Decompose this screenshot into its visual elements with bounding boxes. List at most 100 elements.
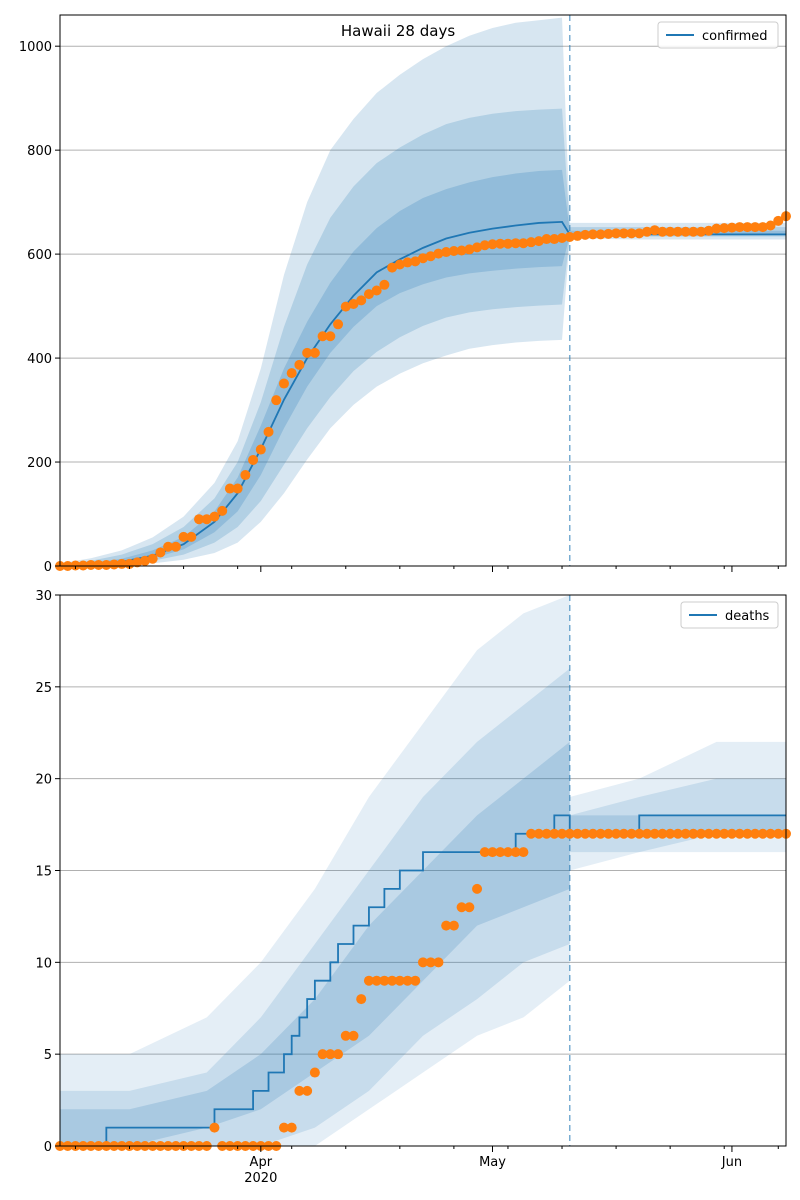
observed-point <box>533 236 544 247</box>
observed-point <box>317 331 328 342</box>
observed-point <box>533 828 544 839</box>
observed-point <box>356 295 367 306</box>
observed-point <box>757 222 768 233</box>
observed-point <box>294 359 305 370</box>
observed-point <box>680 226 691 237</box>
observed-point <box>479 240 490 251</box>
observed-point <box>657 226 668 237</box>
observed-point <box>711 828 722 839</box>
observed-point <box>456 902 467 913</box>
observed-point <box>634 228 645 239</box>
observed-point <box>325 1049 336 1060</box>
observed-point <box>278 378 289 389</box>
observed-point <box>510 238 521 249</box>
observed-point <box>425 251 436 262</box>
observed-point <box>495 847 506 858</box>
observed-point <box>325 331 336 342</box>
y-tick-label: 5 <box>44 1048 52 1063</box>
observed-point <box>224 483 235 494</box>
axes-frame <box>59 14 787 567</box>
observed-point <box>217 505 228 516</box>
y-tick-label: 0 <box>44 560 52 575</box>
y-tick-label: 0 <box>44 1140 52 1155</box>
observed-point <box>433 248 444 259</box>
observed-point <box>587 229 598 240</box>
observed-point <box>726 222 737 233</box>
observed-point <box>541 828 552 839</box>
observed-point <box>665 828 676 839</box>
y-tick-label: 600 <box>27 248 52 263</box>
observed-point <box>595 229 606 240</box>
observed-point <box>240 470 251 481</box>
y-tick-label: 10 <box>35 956 52 971</box>
observed-point <box>456 245 467 256</box>
x-tick-label: May <box>479 1155 506 1170</box>
confirmed-panel: 0 200 400 600 800 1000 confirmed <box>19 14 791 575</box>
observed-point <box>726 828 737 839</box>
x-tick-label: Jun <box>721 1155 742 1170</box>
observed-point <box>93 559 104 570</box>
observed-point <box>340 1030 351 1041</box>
observed-point <box>410 256 421 267</box>
y-tick-label: 25 <box>35 681 52 696</box>
observed-point <box>665 226 676 237</box>
observed-point <box>448 245 459 256</box>
chart-title: Hawaii 28 days <box>341 22 455 40</box>
observed-point <box>194 514 205 525</box>
legend: deaths <box>680 601 779 629</box>
observed-point <box>433 957 444 968</box>
observed-point <box>302 347 313 358</box>
y-tick-label: 15 <box>35 865 52 880</box>
observed-point <box>441 920 452 931</box>
observed-point <box>572 828 583 839</box>
legend-label: confirmed <box>702 29 768 44</box>
observed-point <box>773 828 784 839</box>
observed-point <box>587 828 598 839</box>
observed-point <box>317 1049 328 1060</box>
observed-point <box>394 975 405 986</box>
observed-point <box>139 555 150 566</box>
observed-point <box>719 828 730 839</box>
observed-point <box>611 228 622 239</box>
observed-point <box>363 289 374 300</box>
plot-area <box>60 17 786 566</box>
observed-point <box>773 215 784 226</box>
observed-point <box>557 232 568 243</box>
observed-point <box>618 828 629 839</box>
observed-point <box>464 244 475 255</box>
observed-point <box>371 285 382 296</box>
credible-band <box>60 108 786 566</box>
observed-point <box>641 828 652 839</box>
observed-point <box>750 828 761 839</box>
observed-point <box>603 228 614 239</box>
observed-point <box>263 426 274 437</box>
observed-point <box>201 514 212 525</box>
observed-point <box>526 237 537 248</box>
observed-point <box>626 828 637 839</box>
observed-point <box>696 226 707 237</box>
observed-point <box>348 1030 359 1041</box>
observed-point <box>672 828 683 839</box>
observed-point <box>418 253 428 264</box>
observed-point <box>564 231 575 242</box>
observed-point <box>85 559 96 570</box>
observed-point <box>178 531 189 542</box>
legend-box <box>680 601 779 629</box>
observed-point <box>70 560 81 571</box>
legend-box <box>657 21 779 49</box>
observed-point <box>147 553 158 564</box>
observed-point <box>302 1085 313 1096</box>
observed-point <box>502 238 513 249</box>
observed-point <box>688 828 699 839</box>
observed-point <box>765 828 776 839</box>
observed-point <box>742 828 753 839</box>
observed-point <box>309 1067 320 1078</box>
observed-point <box>78 560 89 571</box>
observed-point <box>448 920 459 931</box>
observed-point <box>603 828 614 839</box>
observed-point <box>703 828 714 839</box>
credible-band <box>60 17 786 566</box>
observed-point <box>418 957 428 968</box>
observed-point <box>209 1122 220 1133</box>
